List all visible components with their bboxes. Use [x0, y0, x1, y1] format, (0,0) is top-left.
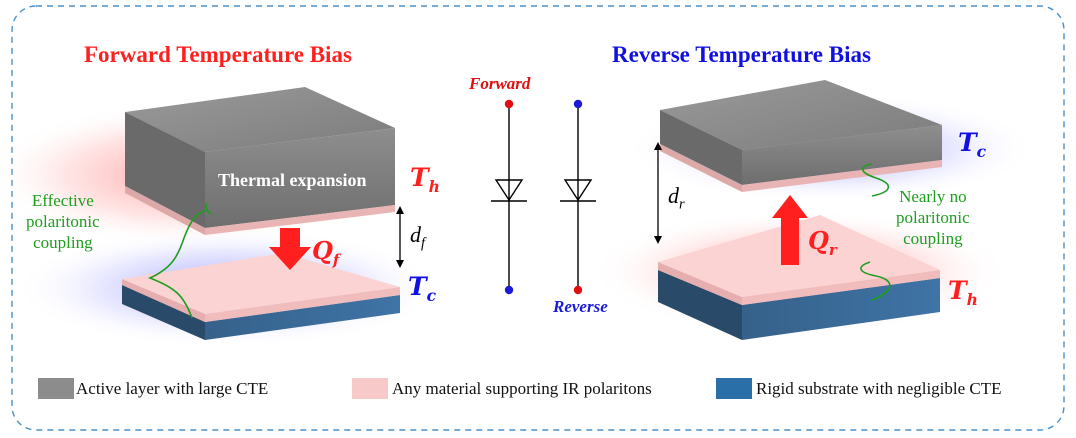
reverse-top-block — [660, 80, 942, 192]
forward-substrate-side — [205, 295, 400, 340]
forward-cold-temp: Tc — [408, 272, 437, 305]
dashed-frame — [11, 5, 1065, 431]
legend-swatch-polariton — [352, 378, 388, 399]
forward-polariton-side — [122, 279, 205, 322]
forward-polariton-top — [122, 253, 400, 314]
forward-coupling-wave-upper — [205, 202, 213, 215]
diode-forward-label: Forward — [469, 74, 531, 93]
forward-hot-temp: Th — [410, 163, 440, 196]
reverse-coupling-wave-top — [861, 163, 890, 197]
forward-heat-label: Qf — [312, 236, 340, 269]
reverse-active-top — [660, 80, 942, 150]
reverse-top-terminal — [573, 99, 583, 109]
reverse-gap-label: dr — [668, 183, 685, 213]
forward-gap-label: df — [410, 222, 425, 252]
forward-polariton-front — [205, 287, 400, 322]
diode-reverse-label: Reverse — [553, 297, 608, 316]
reverse-heat-arrow — [772, 195, 808, 265]
reverse-bottom-terminal — [573, 285, 583, 295]
reverse-scheme — [590, 80, 1035, 340]
forward-gap-arrow — [396, 206, 404, 268]
legend-label-polariton: Any material supporting IR polaritons — [392, 379, 652, 398]
diode-reverse — [560, 99, 596, 295]
forward-active-top — [125, 87, 395, 152]
forward-top-polariton-left — [125, 186, 205, 235]
forward-substrate-front — [122, 285, 205, 340]
legend-label-substrate: Rigid substrate with negligible CTE — [756, 379, 1002, 398]
forward-bottom-terminal — [504, 285, 514, 295]
forward-top-block — [125, 87, 395, 235]
forward-heat-arrow — [269, 228, 311, 270]
reverse-active-front — [742, 125, 942, 185]
reverse-gap-arrow — [654, 142, 662, 244]
forward-coupling-wave — [147, 209, 209, 319]
forward-active-front — [205, 128, 395, 228]
legend-label-active: Active layer with large CTE — [76, 379, 269, 398]
reverse-top-polariton-left — [660, 144, 742, 192]
forward-active-left — [125, 112, 205, 228]
forward-coupling-label: Effective polaritonic coupling — [26, 191, 100, 252]
forward-top-polariton-front — [205, 205, 395, 235]
forward-bottom-block — [122, 253, 400, 340]
forward-title: Forward Temperature Bias — [84, 42, 352, 67]
reverse-heat-label: Qr — [808, 226, 837, 259]
forward-top-terminal — [504, 99, 514, 109]
reverse-substrate-front — [658, 270, 742, 340]
reverse-hot-temp: Th — [948, 276, 978, 309]
reverse-coupling-wave-bottom — [860, 261, 891, 301]
reverse-title: Reverse Temperature Bias — [612, 42, 871, 67]
legend-swatch-active — [38, 378, 74, 399]
reverse-cold-temp: Tc — [958, 128, 987, 161]
reverse-top-polariton-front — [742, 160, 942, 192]
diode-forward — [491, 99, 527, 295]
reverse-coupling-label: Nearly no polaritonic coupling — [896, 187, 970, 248]
reverse-polariton-front — [742, 270, 940, 305]
reverse-substrate-side — [742, 278, 940, 340]
reverse-active-left — [660, 110, 742, 185]
reverse-polariton-side — [658, 262, 742, 305]
legend-swatch-substrate — [716, 378, 752, 399]
forward-scheme — [0, 87, 443, 348]
thermal-expansion-label: Thermal expansion — [218, 170, 367, 190]
